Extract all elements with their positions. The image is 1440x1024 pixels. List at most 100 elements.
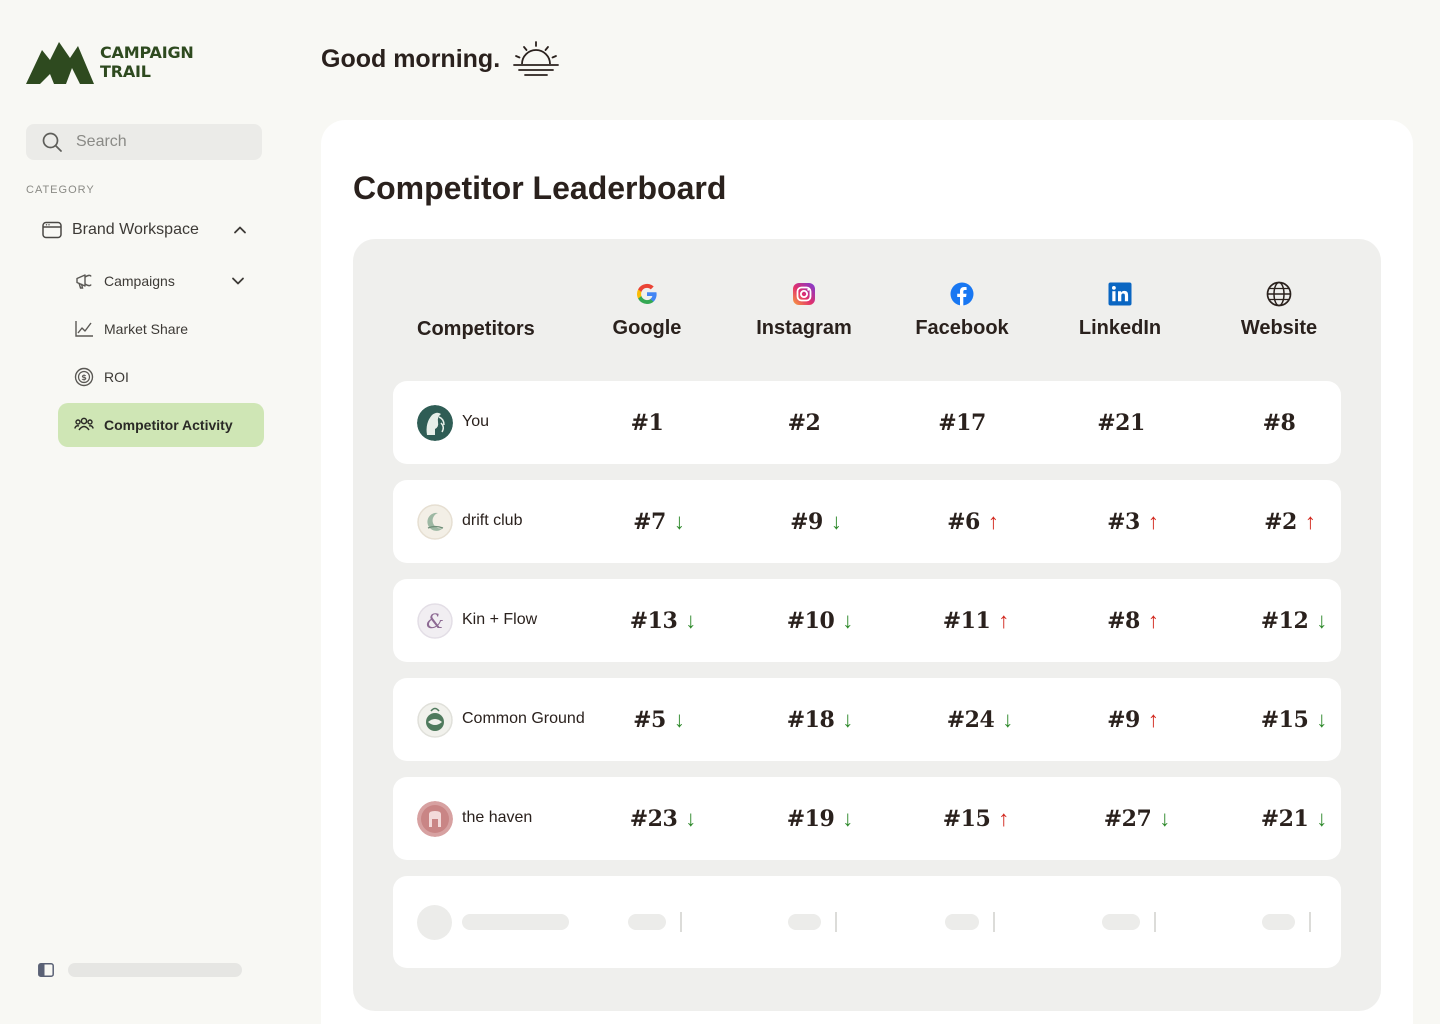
chevron-up-icon[interactable] [232,222,248,238]
rank-cell-instagram: #18 ↓ [745,678,895,761]
rank-cell-website: #8 [1204,381,1354,464]
column-header-website[interactable]: Website [1204,281,1354,340]
rank-value: #18 [786,706,835,733]
google-icon [636,283,657,305]
rank-value: #7 [633,508,666,535]
common-ground-avatar [417,702,453,738]
competitor-name: You [462,413,489,430]
sidebar-item-market-share[interactable]: Market Share [58,307,264,351]
instagram-label: Instagram [756,317,852,339]
facebook-label: Facebook [915,317,1009,339]
rank-value: #21 [1260,805,1309,832]
chevron-down-icon[interactable] [230,273,246,289]
sidebar-item-roi[interactable]: $ ROI [58,355,264,399]
column-header-linkedin[interactable]: LinkedIn [1045,281,1195,340]
greeting: Good morning. [321,40,560,78]
loading-skeleton-row [393,876,1341,968]
facebook-icon [950,282,974,306]
competitor-activity-label: Competitor Activity [104,417,233,433]
google-label: Google [612,317,682,339]
skeleton-cell [628,912,682,932]
column-header-google[interactable]: Google [572,281,722,340]
svg-text:&: & [426,609,444,633]
rank-cell-linkedin: #21 [1046,381,1196,464]
rank-cell-facebook: #24 ↓ [905,678,1055,761]
rank-cell-instagram: #10 ↓ [745,579,895,662]
rank-cell-website: #12 ↓ [1219,579,1369,662]
competitor-name: Kin + Flow [462,611,538,628]
search-placeholder: Search [76,133,127,150]
rank-cell-linkedin: #3 ↑ [1058,480,1208,563]
trend-down-arrow: ↓ [842,706,854,732]
trend-down-arrow: ↓ [1159,805,1171,831]
rank-value: #9 [1107,706,1140,733]
leaderboard-row[interactable]: drift club #7 ↓ #9 ↓ #6 ↑ #3 ↑ #2 ↑ [393,480,1341,563]
linkedin-label: LinkedIn [1078,317,1162,339]
rank-value: #10 [786,607,835,634]
rank-value: #1 [630,409,664,436]
rank-cell-facebook: #15 ↑ [901,777,1051,860]
sunrise-icon [513,41,560,76]
rank-value: #21 [1097,409,1145,436]
rank-cell-instagram: #9 ↓ [741,480,891,563]
window-icon [42,221,62,239]
brand-line2: TRAIL [100,62,151,81]
rank-cell-instagram: #2 [729,381,879,464]
trend-up-arrow: ↑ [1147,706,1159,732]
the-haven-avatar [417,801,453,837]
svg-text:$: $ [81,373,87,382]
sidebar-item-brand-workspace[interactable]: Brand Workspace [42,216,252,244]
leaderboard-row[interactable]: You #1 #2 #17 #21 #8 [393,381,1341,464]
trend-down-arrow: ↓ [685,607,697,633]
trend-down-arrow: ↓ [673,508,685,534]
rank-value: #15 [942,805,991,832]
trend-down-arrow: ↓ [673,706,685,732]
sidebar-item-competitor-activity[interactable]: Competitor Activity [58,403,264,447]
rank-cell-linkedin: #27 ↓ [1062,777,1212,860]
rank-cell-website: #15 ↓ [1219,678,1369,761]
campaigns-label: Campaigns [104,273,175,289]
greeting-text: Good morning. [321,44,501,73]
trend-up-arrow: ↑ [1147,607,1159,633]
line-chart-icon [75,321,93,337]
trend-up-arrow: ↑ [1304,508,1316,534]
rank-value: #5 [633,706,666,733]
skeleton-avatar [417,905,452,940]
competitor-name: Common Ground [462,710,585,727]
rank-value: #8 [1107,607,1140,634]
column-header-facebook[interactable]: Facebook [887,281,1037,340]
rank-cell-facebook: #11 ↑ [901,579,1051,662]
trend-down-arrow: ↓ [1002,706,1014,732]
rank-cell-linkedin: #9 ↑ [1058,678,1208,761]
rank-value: #12 [1260,607,1309,634]
leaderboard-row[interactable]: Common Ground #5 ↓ #18 ↓ #24 ↓ #9 ↑ #15 ↓ [393,678,1341,761]
brand-logo[interactable]: CAMPAIGN TRAIL [26,40,194,84]
trend-down-arrow: ↓ [842,607,854,633]
sidebar-footer [38,963,242,977]
rank-cell-website: #2 ↑ [1215,480,1365,563]
rank-cell-linkedin: #8 ↑ [1058,579,1208,662]
sidebar-item-campaigns[interactable]: Campaigns [58,259,264,303]
leaderboard-row[interactable]: & Kin + Flow #13 ↓ #10 ↓ #11 ↑ #8 ↑ #12 ↓ [393,579,1341,662]
sidebar: CAMPAIGN TRAIL Search CATEGORY Brand Wor… [0,0,290,1024]
rank-value: #24 [946,706,995,733]
trend-down-arrow: ↓ [1316,805,1328,831]
rank-value: #2 [787,409,821,436]
rank-cell-instagram: #19 ↓ [745,777,895,860]
leaderboard-card: Competitor Leaderboard Competitors Googl… [321,120,1413,1024]
rank-value: #15 [1260,706,1309,733]
brand-line1: CAMPAIGN [100,43,194,62]
sidebar-toggle-icon[interactable] [38,963,54,977]
leaderboard-row[interactable]: the haven #23 ↓ #19 ↓ #15 ↑ #27 ↓ #21 ↓ [393,777,1341,860]
column-header-instagram[interactable]: Instagram [729,281,879,340]
megaphone-icon [76,274,92,289]
trend-up-arrow: ↑ [1147,508,1159,534]
rank-value: #2 [1264,508,1297,535]
search-input[interactable]: Search [26,124,262,160]
rank-value: #6 [947,508,980,535]
search-icon [42,132,62,152]
globe-icon [1266,281,1292,307]
rank-cell-website: #21 ↓ [1219,777,1369,860]
trend-down-arrow: ↓ [685,805,697,831]
skeleton-cell [1102,912,1156,932]
